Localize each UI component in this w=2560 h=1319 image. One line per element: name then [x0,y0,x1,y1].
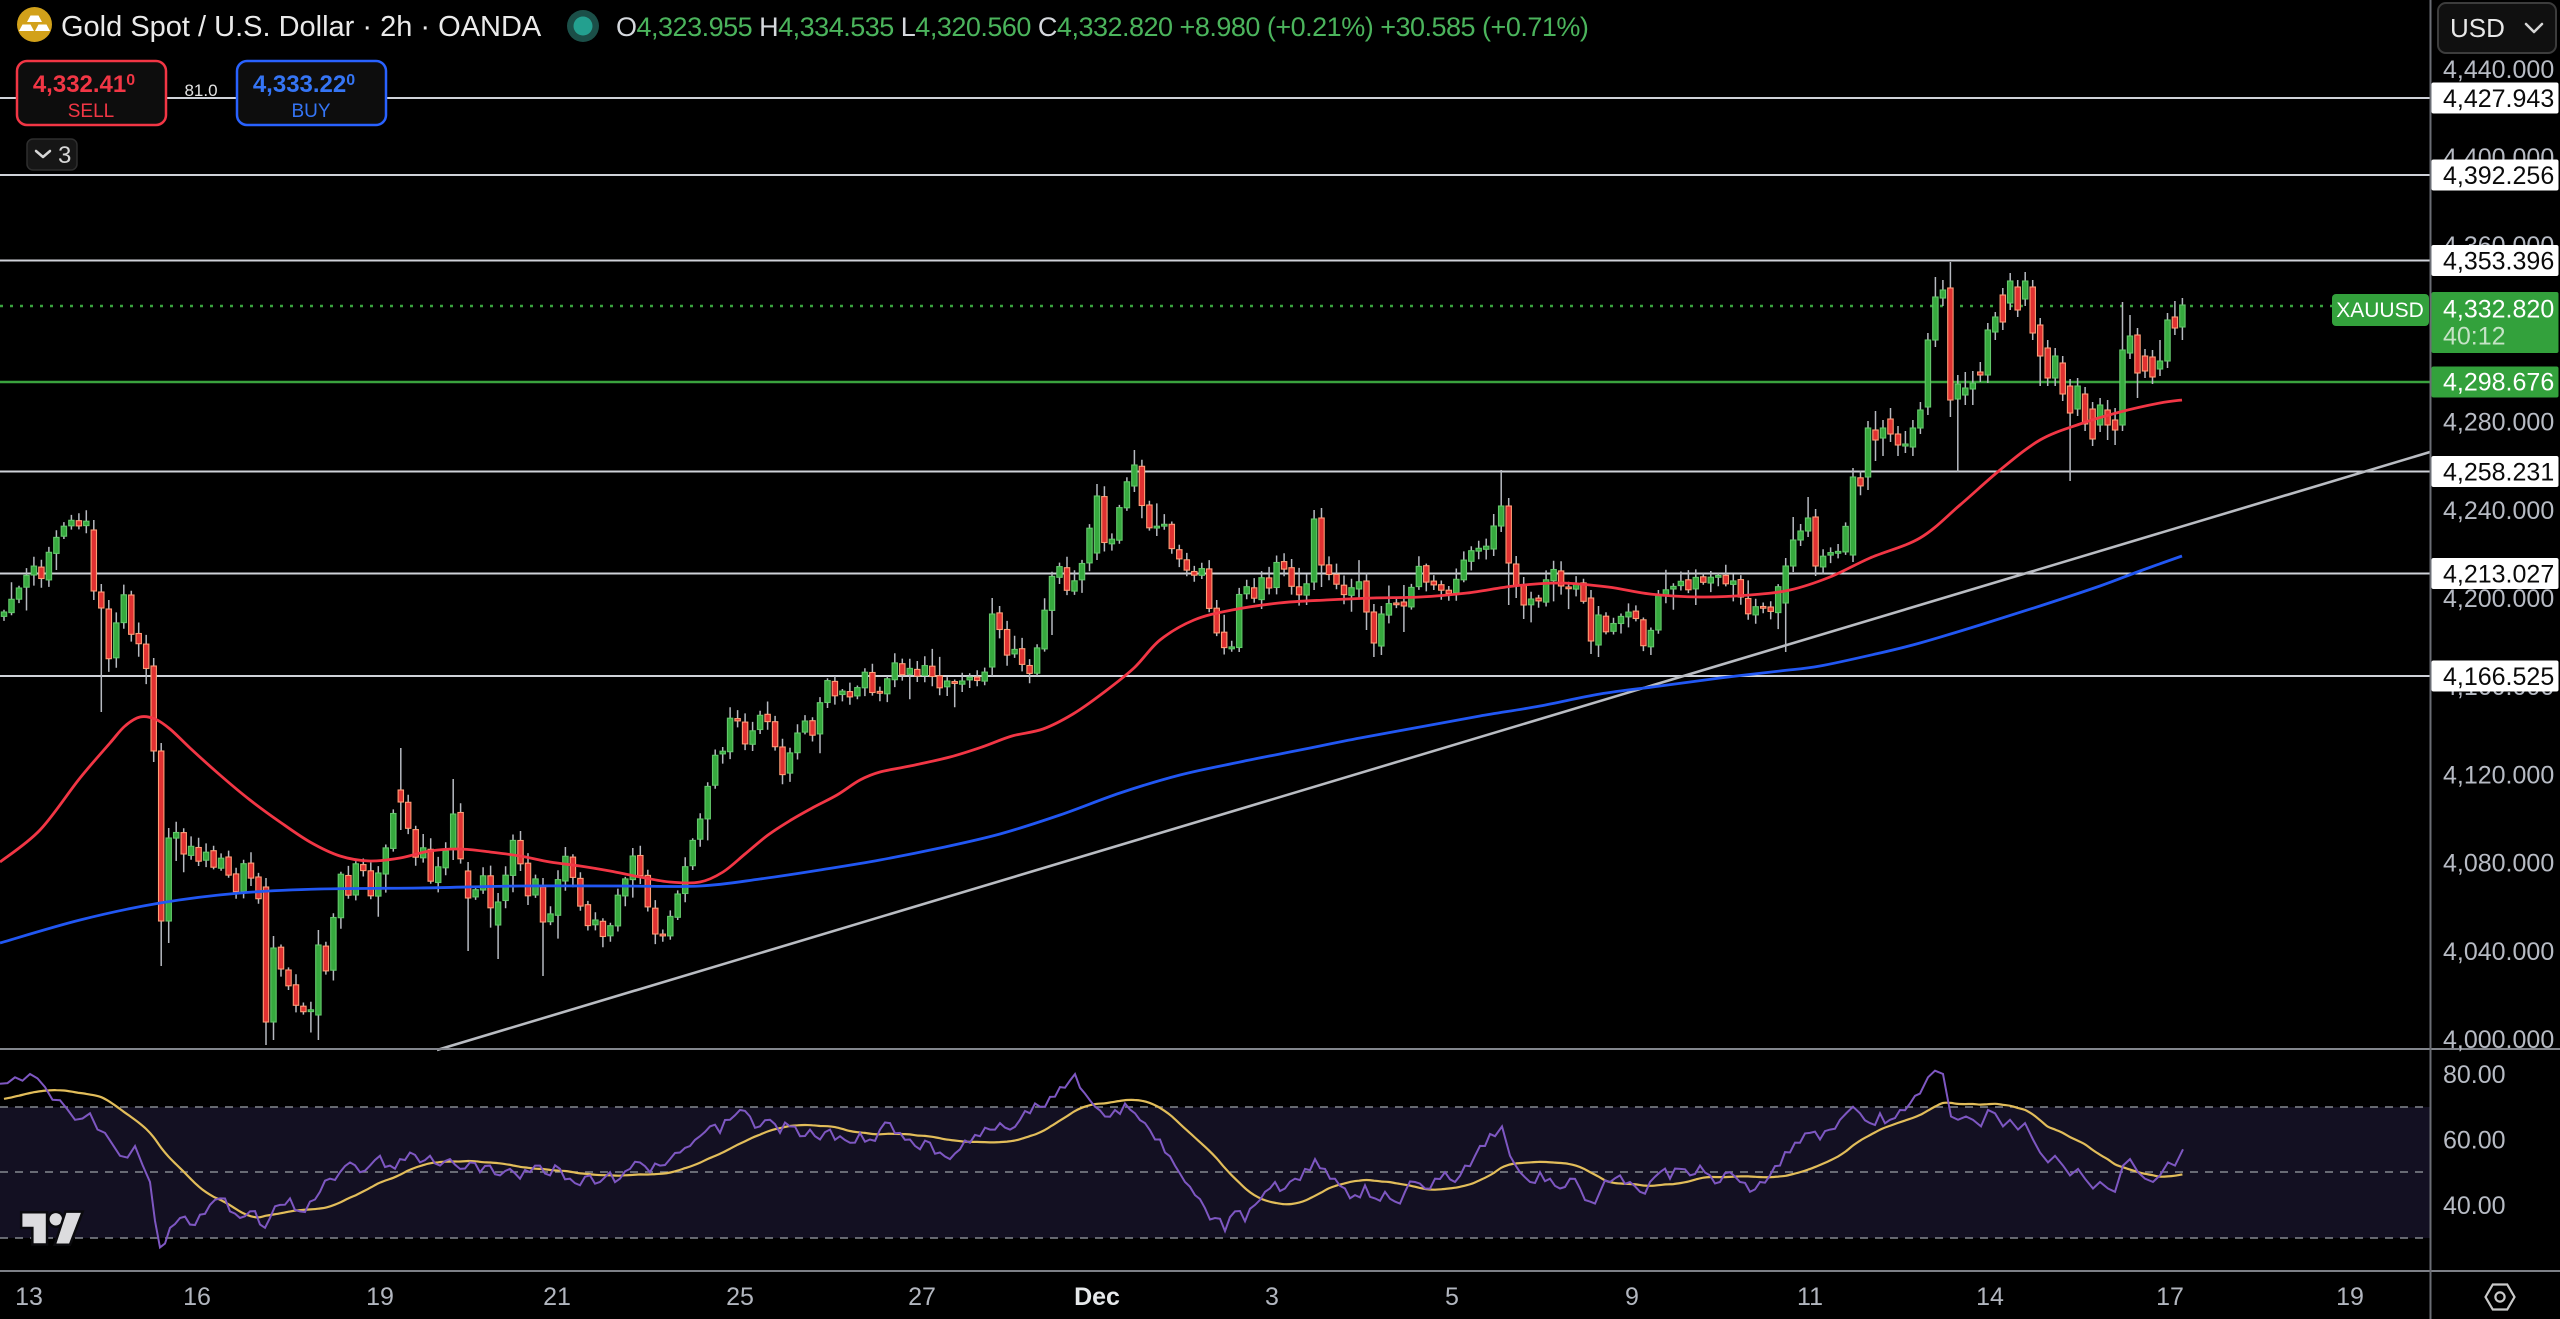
svg-text:3: 3 [58,142,71,169]
svg-text:4,258.231: 4,258.231 [2443,459,2554,487]
svg-text:27: 27 [908,1283,936,1311]
svg-text:60.00: 60.00 [2443,1127,2506,1155]
svg-text:Gold Spot / U.S. Dollar · 2h ·: Gold Spot / U.S. Dollar · 2h · OANDA [61,11,542,43]
svg-text:5: 5 [1445,1283,1459,1311]
svg-text:16: 16 [183,1283,211,1311]
svg-text:40:12: 40:12 [2443,323,2506,351]
svg-text:4,000.000: 4,000.000 [2443,1026,2554,1054]
svg-text:4,333.220: 4,333.220 [253,71,355,98]
svg-text:4,392.256: 4,392.256 [2443,162,2554,190]
svg-text:4,280.000: 4,280.000 [2443,409,2554,437]
svg-text:O4,323.955 H4,334.535 L4,320.5: O4,323.955 H4,334.535 L4,320.560 C4,332.… [616,12,1588,42]
svg-text:4,200.000: 4,200.000 [2443,585,2554,613]
svg-text:4,040.000: 4,040.000 [2443,938,2554,966]
svg-text:13: 13 [15,1283,43,1311]
svg-text:4,213.027: 4,213.027 [2443,561,2554,589]
svg-text:40.00: 40.00 [2443,1192,2506,1220]
svg-text:4,240.000: 4,240.000 [2443,497,2554,525]
svg-text:BUY: BUY [291,101,330,122]
svg-text:4,332.820: 4,332.820 [2443,296,2554,324]
svg-text:4,427.943: 4,427.943 [2443,85,2554,113]
svg-text:11: 11 [1797,1283,1823,1311]
svg-text:XAUUSD: XAUUSD [2336,299,2424,322]
svg-text:Dec: Dec [1074,1283,1120,1311]
svg-text:SELL: SELL [68,101,114,122]
svg-text:4,166.525: 4,166.525 [2443,663,2554,691]
svg-text:3: 3 [1265,1283,1279,1311]
svg-text:4,298.676: 4,298.676 [2443,369,2554,397]
svg-text:USD: USD [2450,13,2505,43]
svg-text:4,332.410: 4,332.410 [33,71,135,98]
svg-text:4,353.396: 4,353.396 [2443,248,2554,276]
svg-text:17: 17 [2156,1283,2184,1311]
svg-text:14: 14 [1976,1283,2004,1311]
svg-text:19: 19 [366,1283,394,1311]
svg-text:4,440.000: 4,440.000 [2443,56,2554,84]
svg-text:21: 21 [543,1283,571,1311]
svg-text:81.0: 81.0 [184,81,217,100]
svg-text:25: 25 [726,1283,754,1311]
svg-text:19: 19 [2336,1283,2364,1311]
svg-text:4,080.000: 4,080.000 [2443,850,2554,878]
svg-text:80.00: 80.00 [2443,1061,2506,1089]
svg-text:4,120.000: 4,120.000 [2443,761,2554,789]
svg-text:9: 9 [1625,1283,1639,1311]
